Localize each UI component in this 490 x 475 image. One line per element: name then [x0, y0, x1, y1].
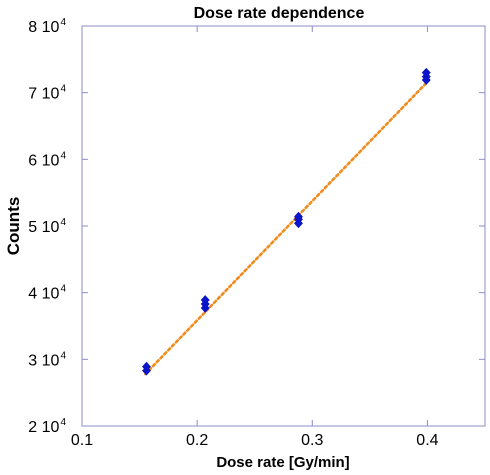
data-point — [200, 295, 210, 305]
x-tick-label: 0.2 — [186, 432, 208, 449]
x-axis-label: Dose rate [Gy/min] — [216, 454, 349, 471]
data-point — [421, 67, 431, 78]
y-tick-exponent: 4 — [60, 84, 66, 95]
y-tick-exponent: 4 — [60, 17, 66, 28]
y-tick-label: 5 104 — [28, 217, 66, 236]
x-tick-label: 0.4 — [416, 432, 438, 449]
x-axis-ticks: 0.1 0.2 0.3 0.4 — [71, 26, 439, 449]
y-tick-exponent: 4 — [60, 417, 66, 428]
y-axis-ticks: 2 104 3 104 4 104 5 104 6 104 7 104 8 104 — [28, 17, 485, 436]
y-tick-label: 4 104 — [28, 284, 66, 303]
y-axis-label: Counts — [4, 197, 23, 256]
y-tick-label: 7 104 — [28, 84, 66, 103]
data-point — [141, 361, 152, 372]
fit-line-group — [144, 79, 430, 376]
y-tick-exponent: 4 — [60, 150, 66, 161]
y-tick-label: 8 104 — [28, 17, 66, 36]
x-tick-label: 0.3 — [301, 432, 323, 449]
y-tick-exponent: 4 — [60, 350, 66, 361]
data-points — [141, 67, 431, 376]
y-tick-exponent: 4 — [60, 217, 66, 228]
data-point — [293, 211, 304, 222]
y-tick-exponent: 4 — [60, 284, 66, 295]
y-tick-label: 2 104 — [28, 417, 66, 436]
x-tick-label: 0.1 — [71, 432, 93, 449]
chart-title: Dose rate dependence — [194, 5, 365, 22]
y-tick-label: 6 104 — [28, 150, 66, 169]
fit-line — [144, 79, 430, 376]
y-tick-label: 3 104 — [28, 350, 66, 369]
